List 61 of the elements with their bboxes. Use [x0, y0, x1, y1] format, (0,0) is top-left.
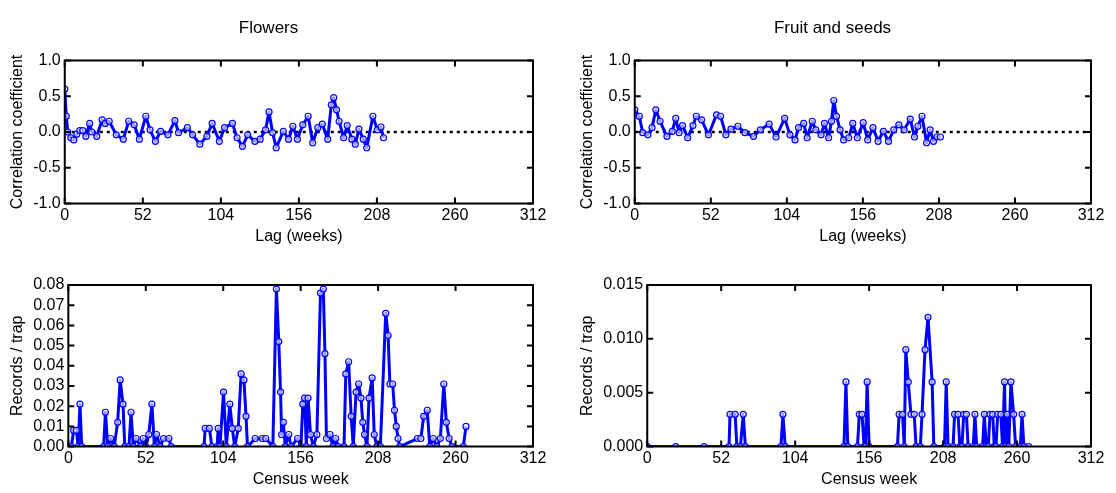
y-tick-label: 0.5	[608, 86, 631, 104]
chart-title: Flowers	[238, 17, 299, 37]
y-tick-label: 0.08	[33, 275, 65, 293]
y-tick-label: 0.015	[603, 275, 644, 293]
y-tick-label: 0.01	[33, 416, 65, 434]
y-axis-title: Records / trap	[578, 315, 596, 417]
y-tick-label: -1.0	[33, 194, 61, 212]
y-tick-label: 0.000	[603, 437, 644, 455]
x-tick-label: 0	[630, 205, 640, 223]
x-tick-label: 0	[63, 448, 73, 466]
x-tick-label: 312	[1077, 205, 1105, 223]
x-tick-label: 260	[441, 205, 469, 223]
x-tick-label: 0	[60, 205, 70, 223]
y-tick-label: 0.04	[33, 356, 65, 374]
x-tick-label: 156	[849, 205, 877, 223]
y-tick-label: 0.00	[33, 437, 65, 455]
x-tick-label: 260	[442, 448, 469, 466]
x-tick-label: 52	[136, 448, 155, 466]
x-axis-title: Census week	[821, 469, 919, 487]
x-tick-label: 0	[642, 448, 652, 466]
x-tick-label: 52	[701, 205, 720, 223]
y-tick-label: 0.010	[603, 329, 644, 347]
y-tick-label: 0.0	[608, 122, 631, 140]
x-tick-label: 208	[364, 448, 392, 466]
x-tick-label: 104	[209, 448, 237, 466]
x-tick-label: 104	[773, 205, 801, 223]
y-tick-label: 0.02	[33, 396, 65, 414]
x-tick-label: 52	[133, 205, 152, 223]
x-axis-title: Lag (weeks)	[255, 226, 343, 244]
chart-title: Fruit and seeds	[773, 17, 892, 37]
y-axis-title: Correlation coefficient	[8, 54, 26, 210]
x-tick-label: 312	[1077, 448, 1105, 466]
x-tick-label: 104	[781, 448, 809, 466]
x-tick-label: 104	[207, 205, 235, 223]
x-tick-label: 260	[1003, 448, 1031, 466]
x-tick-label: 260	[1001, 205, 1029, 223]
x-axis-title: Lag (weeks)	[819, 226, 907, 244]
y-tick-label: 0.005	[603, 383, 644, 401]
x-tick-label: 156	[855, 448, 883, 466]
y-axis-title: Records / trap	[8, 315, 26, 417]
y-tick-label: 1.0	[608, 50, 631, 68]
y-tick-label: 1.0	[38, 50, 61, 68]
y-tick-label: -0.5	[33, 158, 61, 176]
y-tick-label: 0.07	[33, 295, 65, 313]
y-tick-label: 0.5	[38, 86, 61, 104]
y-tick-label: -1.0	[603, 194, 631, 212]
y-tick-label: -0.5	[603, 158, 631, 176]
x-tick-label: 312	[519, 205, 547, 223]
x-tick-label: 208	[929, 448, 957, 466]
y-tick-label: 0.06	[33, 315, 65, 333]
x-tick-label: 156	[285, 205, 313, 223]
x-axis-title: Census week	[252, 469, 350, 487]
y-tick-label: 0.0	[38, 122, 61, 140]
x-tick-label: 156	[287, 448, 315, 466]
y-tick-label: 0.03	[33, 376, 65, 394]
x-tick-label: 208	[925, 205, 953, 223]
x-tick-label: 208	[363, 205, 391, 223]
x-tick-label: 312	[519, 448, 547, 466]
x-tick-label: 52	[712, 448, 731, 466]
y-axis-title: Correlation coefficient	[578, 54, 596, 210]
y-tick-label: 0.05	[33, 336, 65, 354]
